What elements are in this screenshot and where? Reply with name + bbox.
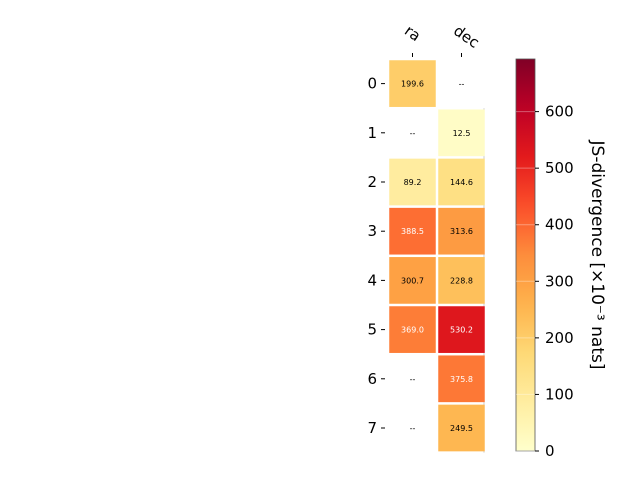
cell-value-label: 530.2 — [450, 326, 473, 335]
row-label-4: 4 — [367, 271, 377, 289]
cell-value-label: 144.6 — [450, 178, 473, 187]
cell-value-label: 199.6 — [401, 80, 424, 89]
colorbar-tick-label: 0 — [545, 442, 555, 460]
column-label-dec: dec — [450, 22, 482, 52]
row-label-7: 7 — [367, 419, 377, 437]
row-label-6: 6 — [367, 370, 377, 388]
heatmap-cell — [438, 109, 485, 157]
cell-missing-label: -- — [410, 129, 416, 138]
colorbar-gradient — [515, 58, 536, 452]
cell-value-label: 300.7 — [401, 276, 424, 285]
row-label-3: 3 — [367, 222, 377, 240]
heatmap-cell — [389, 257, 436, 304]
colorbar-tick-label: 200 — [545, 329, 574, 347]
row-label-0: 0 — [367, 75, 377, 93]
column-labels: ra dec — [401, 22, 483, 57]
heatmap-cells: 199.6 -- -- 12.5 89.2 144.6 388.5 313.6 300.7 228… — [389, 60, 485, 453]
heatmap-cell — [389, 60, 436, 107]
cell-missing-label: -- — [410, 424, 416, 433]
column-label-ra: ra — [401, 22, 424, 46]
cell-missing-label: -- — [410, 375, 416, 384]
heatmap-cell — [438, 257, 485, 304]
cell-value-label: 249.5 — [450, 424, 473, 433]
colorbar-tick-label: 100 — [545, 385, 574, 403]
heatmap-cell — [438, 404, 485, 452]
row-label-1: 1 — [367, 124, 377, 142]
cell-value-label: 388.5 — [401, 227, 424, 236]
heatmap-cell — [438, 306, 485, 353]
heatmap-cell — [438, 207, 485, 255]
colorbar-tick-label: 400 — [545, 216, 574, 234]
colorbar-tick-label: 500 — [545, 159, 574, 177]
heatmap-cell — [389, 207, 436, 255]
row-labels: 0 1 2 3 4 5 6 7 — [367, 75, 385, 437]
row-label-2: 2 — [367, 173, 377, 191]
heatmap-cell — [389, 306, 436, 353]
colorbar-tick-label: 600 — [545, 103, 574, 121]
colorbar-tick-label: 300 — [545, 272, 574, 290]
heatmap-cell — [389, 158, 436, 206]
cell-value-label: 89.2 — [404, 178, 422, 187]
cell-value-label: 12.5 — [453, 129, 471, 138]
heatmap-cell — [438, 355, 485, 403]
colorbar-label: JS-divergence [×10⁻³ nats] — [587, 140, 607, 370]
row-label-5: 5 — [367, 321, 377, 339]
cell-missing-label: -- — [459, 80, 465, 89]
cell-value-label: 375.8 — [450, 375, 473, 384]
cell-value-label: 369.0 — [401, 326, 424, 335]
heatmap-cell — [438, 158, 485, 206]
cell-value-label: 228.8 — [450, 276, 473, 285]
cell-value-label: 313.6 — [450, 227, 473, 236]
colorbar: 0 100 200 300 400 500 600 — [515, 58, 574, 460]
